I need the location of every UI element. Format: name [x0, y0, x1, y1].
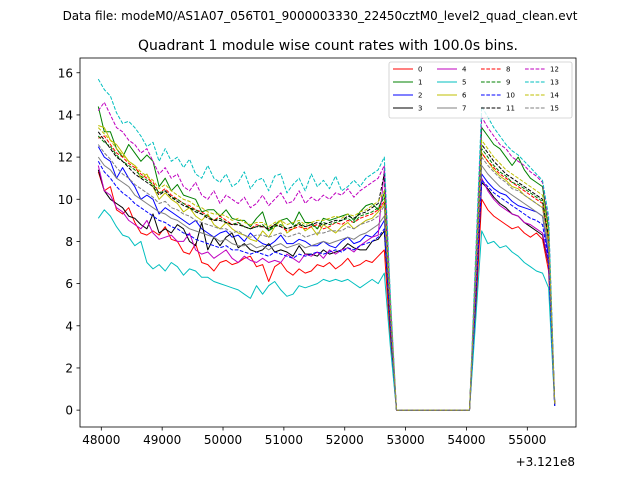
y-tick-label: 4	[65, 319, 73, 333]
series-layer	[97, 78, 556, 411]
series-line-0	[97, 171, 556, 411]
series-line-14	[97, 127, 556, 411]
y-axis: 0 2 4 6 8 10 12 14 16	[58, 66, 80, 418]
legend-label-15: 15	[550, 105, 559, 113]
series-line-5	[97, 209, 556, 411]
legend-frame	[388, 61, 573, 119]
series-line-15	[97, 144, 556, 411]
chart-title: Quadrant 1 module wise count rates with …	[138, 38, 518, 54]
series-line-4	[97, 165, 556, 411]
y-tick-label: 0	[65, 404, 73, 418]
legend-label-6: 6	[462, 92, 467, 100]
plot-area	[79, 57, 577, 428]
x-tick-label: 49000	[143, 433, 181, 447]
axes-frame	[79, 57, 577, 428]
legend-label-1: 1	[418, 79, 422, 87]
y-tick-label: 14	[58, 108, 73, 122]
legend-label-7: 7	[462, 105, 466, 113]
x-tick-label: 53000	[387, 433, 425, 447]
legend-label-2: 2	[418, 92, 422, 100]
legend-label-14: 14	[550, 92, 559, 100]
y-tick-label: 8	[65, 235, 73, 249]
x-tick-label: 51000	[265, 433, 303, 447]
x-tick-label: 54000	[447, 433, 485, 447]
x-tick-label: 52000	[326, 433, 364, 447]
x-tick-label: 48000	[82, 433, 120, 447]
x-offset-label: +3.121e8	[516, 455, 575, 469]
legend-label-12: 12	[550, 66, 559, 74]
legend-label-4: 4	[462, 66, 467, 74]
y-tick-label: 10	[58, 193, 73, 207]
suptitle: Data file: modeM0/AS1A07_056T01_90000033…	[63, 9, 578, 23]
y-tick-label: 2	[65, 361, 73, 375]
legend-label-11: 11	[506, 105, 515, 113]
legend-label-0: 0	[418, 66, 422, 74]
x-axis: 48000 49000 50000 51000 52000 53000 54000 55000	[82, 427, 546, 447]
legend-label-9: 9	[506, 79, 510, 87]
series-line-10	[97, 161, 556, 411]
x-tick-label: 55000	[508, 433, 546, 447]
series-line-13	[97, 78, 556, 411]
y-tick-label: 16	[58, 66, 73, 80]
axes-background	[80, 58, 576, 427]
legend-label-10: 10	[506, 92, 515, 100]
legend-label-8: 8	[506, 66, 510, 74]
y-tick-label: 12	[58, 151, 73, 165]
x-tick-label: 50000	[204, 433, 242, 447]
legend-label-3: 3	[418, 105, 422, 113]
legend-label-5: 5	[462, 79, 466, 87]
legend-label-13: 13	[550, 79, 559, 87]
y-tick-label: 6	[65, 277, 73, 291]
